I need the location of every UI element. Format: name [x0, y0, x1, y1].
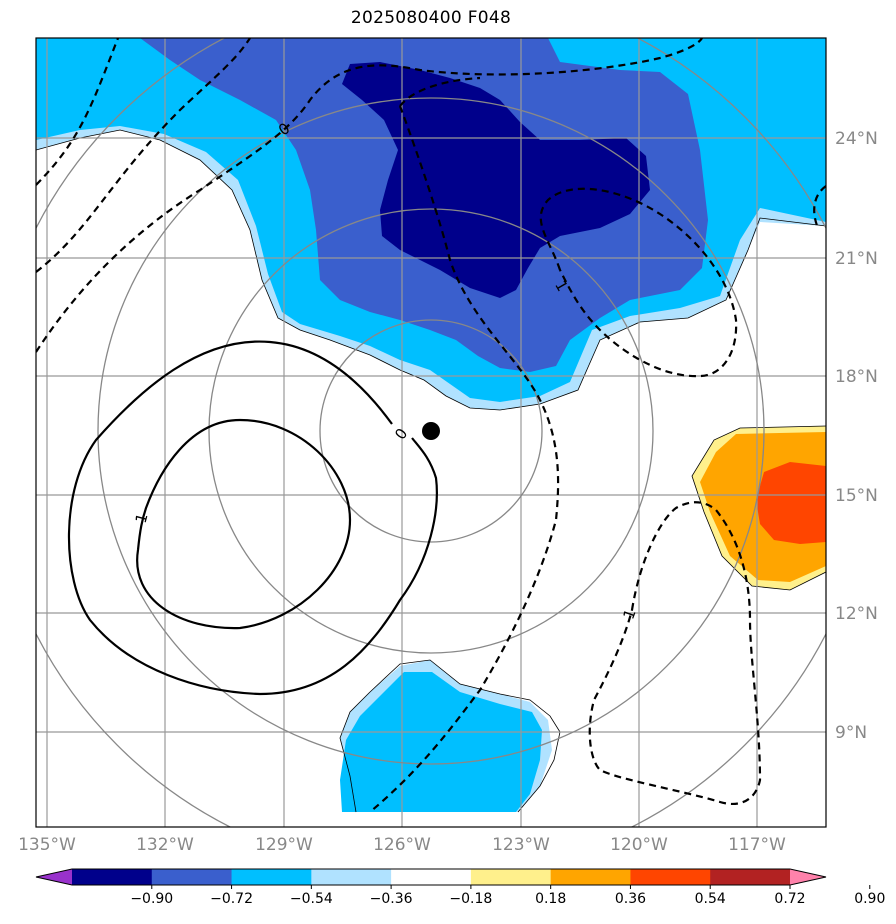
colorbar-cell	[151, 869, 233, 885]
colorbar-tick-label: 0.18	[535, 891, 566, 907]
lat-label: 15°N	[835, 486, 878, 506]
colorbar-tick-label: 0.54	[695, 891, 726, 907]
lon-label: 126°W	[373, 835, 431, 855]
lon-label: 120°W	[610, 835, 668, 855]
contour-label: 0	[391, 425, 411, 443]
lat-label: 9°N	[835, 723, 867, 743]
shade-red-east	[756, 462, 826, 544]
contour-labels: 0 0 1 1 1	[132, 119, 640, 622]
contour-label: 1	[619, 607, 639, 622]
colorbar-tick-label: 0.36	[615, 891, 646, 907]
graticule	[36, 38, 826, 827]
lat-label: 18°N	[835, 367, 878, 387]
colorbar-tick-label: −0.18	[449, 891, 492, 907]
colorbar-extend-high	[790, 869, 826, 885]
colorbar-cell	[710, 869, 791, 885]
contour-label: 1	[132, 511, 152, 525]
shade-cyan-south	[340, 672, 542, 812]
colorbar-tick-label: −0.54	[290, 891, 333, 907]
lon-label: 117°W	[728, 835, 786, 855]
colorbar-cell	[391, 869, 472, 885]
map-title: 2025080400 F048	[350, 8, 512, 28]
colorbar-cell	[72, 869, 153, 885]
colorbar-cell	[470, 869, 552, 885]
colorbar-tick-label: −0.90	[130, 891, 173, 907]
range-rings	[36, 38, 826, 827]
lat-label: 24°N	[835, 129, 878, 149]
lon-label: 129°W	[255, 835, 313, 855]
lat-label: 12°N	[835, 604, 878, 624]
lon-label: 123°W	[492, 835, 550, 855]
dashed-contours	[36, 38, 826, 813]
map-panel: 0 0 1 1 1	[36, 38, 826, 827]
colorbar-cell	[231, 869, 312, 885]
lon-label: 132°W	[136, 835, 194, 855]
contour-zero-north	[36, 129, 826, 411]
longitude-labels: 135°W 132°W 129°W 126°W 123°W 120°W 117°…	[18, 835, 786, 855]
shade-navy-north	[342, 62, 650, 298]
lon-label: 135°W	[18, 835, 76, 855]
solid-contours	[67, 340, 438, 696]
colorbar-tick-label: −0.72	[210, 891, 253, 907]
colorbar-tick-label: 0.72	[774, 891, 805, 907]
contour-zero-east	[691, 425, 826, 591]
colorbar-tick-label: 0.90	[854, 891, 885, 907]
latitude-labels: 24°N 21°N 18°N 15°N 12°N 9°N	[835, 129, 878, 743]
storm-center-marker	[422, 422, 440, 440]
contour-zero-south	[339, 659, 561, 813]
colorbar-extend-low	[36, 869, 72, 885]
colorbar-cell	[311, 869, 392, 885]
colorbar-tick-label: −0.36	[370, 891, 413, 907]
colorbar-cell	[550, 869, 631, 885]
colorbar-cell	[630, 869, 711, 885]
colorbar: −0.90 −0.72 −0.54 −0.36 −0.18 0.18 0.36 0.54 0.7…	[35, 868, 885, 907]
map-frame	[35, 37, 827, 828]
lat-label: 21°N	[835, 249, 878, 269]
